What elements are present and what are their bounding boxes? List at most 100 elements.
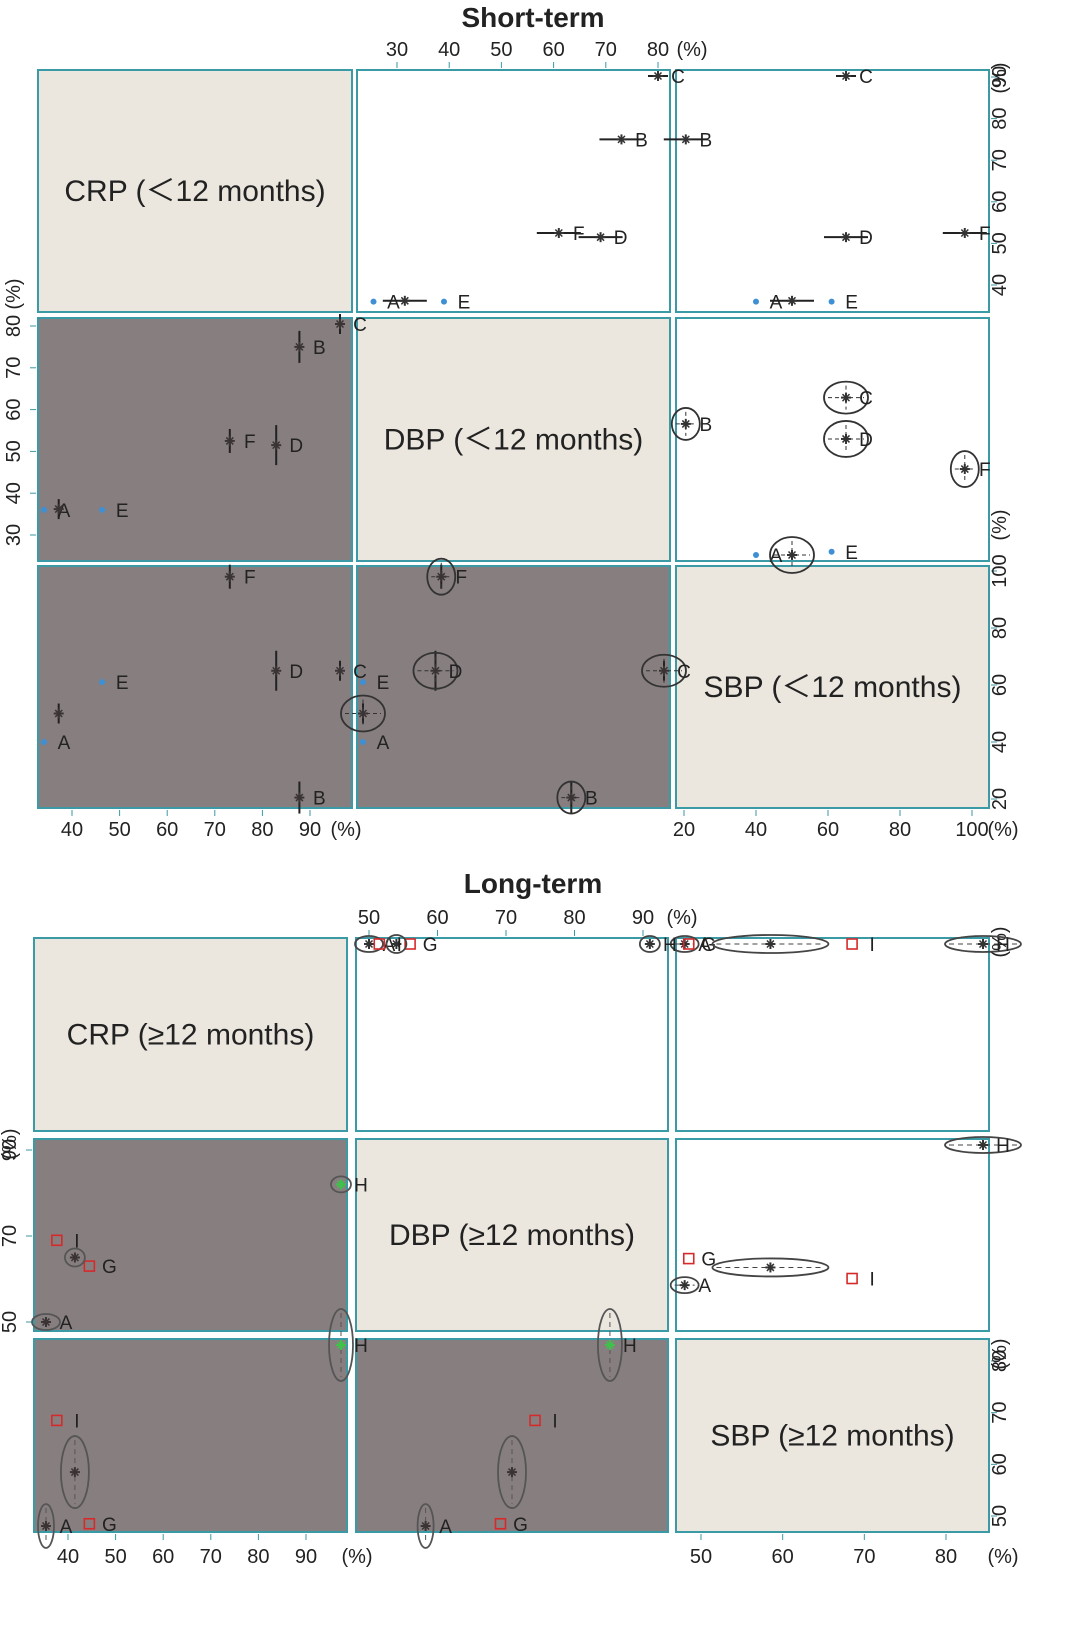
long-term-point-0-p12-star bbox=[679, 1280, 690, 1291]
long-term-point-4-p21-star bbox=[604, 1340, 615, 1350]
long-term-point-2-p01-star-d2 bbox=[392, 939, 401, 949]
short-term-point-3-p21-star-d2 bbox=[567, 793, 576, 802]
short-term-point-4-p21-label: C bbox=[677, 662, 691, 683]
short-term-top-tick-label-4: 70 bbox=[595, 39, 617, 61]
long-term-point-1-p02 bbox=[682, 938, 695, 950]
short-term-right-unit-b: (%) bbox=[989, 509, 1011, 540]
long-term-top-unit: (%) bbox=[666, 907, 697, 929]
long-term-point-1-p01-label: G bbox=[423, 935, 438, 956]
short-term-point-3-p12-star-d2 bbox=[681, 419, 690, 428]
short-term-point-6-p20-star bbox=[224, 571, 235, 582]
short-term-point-0-p20-label: A bbox=[58, 733, 71, 754]
short-term-bot2-tick-label-0: 20 bbox=[673, 819, 695, 841]
long-term-left-tick-label-0: 50 bbox=[0, 1311, 21, 1333]
long-term-point-4-p02-star-d2 bbox=[978, 939, 988, 949]
short-term-right-tick-label-4: 80 bbox=[989, 107, 1011, 129]
short-term-point-6-p12-label: F bbox=[979, 460, 991, 481]
short-term-point-1-p10 bbox=[99, 506, 106, 513]
long-term-point-4-p10-ellipse bbox=[330, 1175, 352, 1194]
short-term-point-6-p02-star bbox=[959, 228, 970, 238]
long-term-point-0-p21-star-d2 bbox=[421, 1521, 430, 1531]
long-term-top-tick-label-0: 50 bbox=[358, 907, 380, 929]
short-term-point-2-p10-star bbox=[53, 504, 64, 515]
short-term-point-3-p21-star bbox=[566, 792, 577, 803]
short-term-title: Short-term bbox=[461, 2, 604, 33]
short-term-left-tick-label-0: 30 bbox=[3, 524, 25, 546]
short-term-point-4-p02-star-d2 bbox=[841, 71, 851, 81]
long-term-right-unit-b: (%) bbox=[989, 1338, 1011, 1369]
long-term-right2-tick-label-3: 80 bbox=[989, 1350, 1011, 1372]
long-term-point-4-p10-label: H bbox=[354, 1175, 368, 1196]
long-term-point-0-p12-star-d2 bbox=[680, 1281, 689, 1290]
short-term-point-5-p01-label: D bbox=[614, 228, 628, 249]
long-term-bot-tick-label-4: 80 bbox=[247, 1546, 269, 1568]
short-term-point-6-p21-ellipse bbox=[426, 557, 457, 596]
long-term-point-3-p10-label: I bbox=[74, 1231, 79, 1252]
long-term-point-2-p20-ellipse bbox=[60, 1435, 90, 1509]
short-term-panel-0-0 bbox=[37, 69, 353, 313]
short-term-panel-0-1 bbox=[356, 69, 671, 313]
short-term-point-2-p01-star bbox=[399, 295, 410, 306]
short-term-point-3-p21-ellipse bbox=[556, 780, 587, 815]
short-term-bot2-tick-label-4: 100 bbox=[955, 819, 988, 841]
long-term-point-1-p20 bbox=[83, 1517, 96, 1530]
short-term-right2-tick-label-2: 60 bbox=[989, 674, 1011, 696]
long-term-point-0-p12-ellipse bbox=[669, 1276, 700, 1295]
long-term-top-tick-label-2: 70 bbox=[495, 907, 517, 929]
short-term-point-6-p21-star bbox=[436, 571, 447, 582]
long-term-bot-tick-label-2: 60 bbox=[152, 1546, 174, 1568]
long-term-diag-label-2: SBP (≥12 months) bbox=[710, 1420, 954, 1453]
long-term-point-2-p01-star bbox=[391, 939, 402, 949]
long-term-point-3-p01-label: I bbox=[397, 935, 402, 956]
short-term-left-tick-label-5: 80 bbox=[3, 315, 25, 337]
long-term-top-tick-label-1: 60 bbox=[426, 907, 448, 929]
short-term-point-5-p10-label: D bbox=[289, 436, 303, 457]
long-term-point-4-p12-star bbox=[978, 1140, 988, 1150]
long-term-point-0-p10-label: A bbox=[60, 1313, 73, 1334]
short-term-point-3-p01-star bbox=[616, 134, 627, 145]
short-term-point-2-p12-star-d2 bbox=[787, 550, 797, 560]
short-term-right-tick-label-2: 60 bbox=[989, 191, 1011, 213]
long-term-point-0-p20-label: A bbox=[60, 1517, 73, 1538]
long-term-point-0-p20-ellipse bbox=[37, 1503, 55, 1549]
short-term-point-6-p21-star-d2 bbox=[437, 572, 446, 581]
short-term-point-6-p10-star-d2 bbox=[225, 436, 234, 445]
short-term-point-1-p02-label: E bbox=[845, 293, 858, 314]
long-term-bot-tick-label-1: 50 bbox=[104, 1546, 126, 1568]
short-term-top-tick-label-2: 50 bbox=[490, 39, 512, 61]
short-term-panel-0-2 bbox=[675, 69, 990, 313]
short-term-point-1-p10-label: E bbox=[116, 501, 129, 522]
long-term-point-1-p12-label: G bbox=[701, 1250, 716, 1271]
short-term-point-6-p10-label: F bbox=[244, 432, 256, 453]
short-term-point-0-p21-label: A bbox=[377, 733, 390, 754]
long-term-point-3-p12-label: I bbox=[869, 1270, 874, 1291]
long-term-point-1-p10 bbox=[83, 1260, 96, 1272]
long-term-point-4-p21-star-d2 bbox=[605, 1340, 614, 1350]
short-term-point-6-p12-star bbox=[959, 464, 970, 475]
long-term-top-tick-label-4: 90 bbox=[632, 907, 654, 929]
long-term-point-1-p21 bbox=[494, 1517, 507, 1530]
short-term-right2-tick-label-0: 20 bbox=[989, 788, 1011, 810]
long-term-point-1-p20-label: G bbox=[102, 1515, 117, 1536]
short-term-point-1-p01 bbox=[440, 298, 447, 305]
long-term-point-0-p10-star bbox=[41, 1317, 51, 1327]
short-term-point-5-p20-star bbox=[271, 665, 282, 676]
long-term-point-3-p12 bbox=[846, 1272, 858, 1285]
long-term-point-2-p12-ellipse bbox=[711, 1257, 830, 1278]
short-term-point-6-p21-label: F bbox=[455, 568, 467, 589]
short-term-point-4-p01-star bbox=[653, 71, 663, 81]
long-term-right2-tick-label-1: 60 bbox=[989, 1453, 1011, 1475]
short-term-point-6-p02-star-d2 bbox=[960, 228, 969, 238]
long-term-panel-0-1 bbox=[355, 937, 669, 1132]
long-term-point-2-p10-ellipse bbox=[64, 1247, 86, 1268]
short-term-panel-1-0 bbox=[37, 317, 353, 562]
long-term-point-1-p21-label: G bbox=[513, 1515, 528, 1536]
short-term-point-1-p21 bbox=[360, 679, 366, 686]
long-term-point-0-p02-label: A bbox=[698, 935, 711, 956]
short-term-point-3-p01-label: B bbox=[635, 130, 648, 151]
long-term-bot-tick-label-0: 40 bbox=[57, 1546, 79, 1568]
long-term-point-0-p01-star bbox=[364, 939, 374, 949]
long-term-point-4-p02-label: H bbox=[996, 935, 1010, 956]
long-term-point-2-p20-star-d2 bbox=[70, 1468, 79, 1477]
